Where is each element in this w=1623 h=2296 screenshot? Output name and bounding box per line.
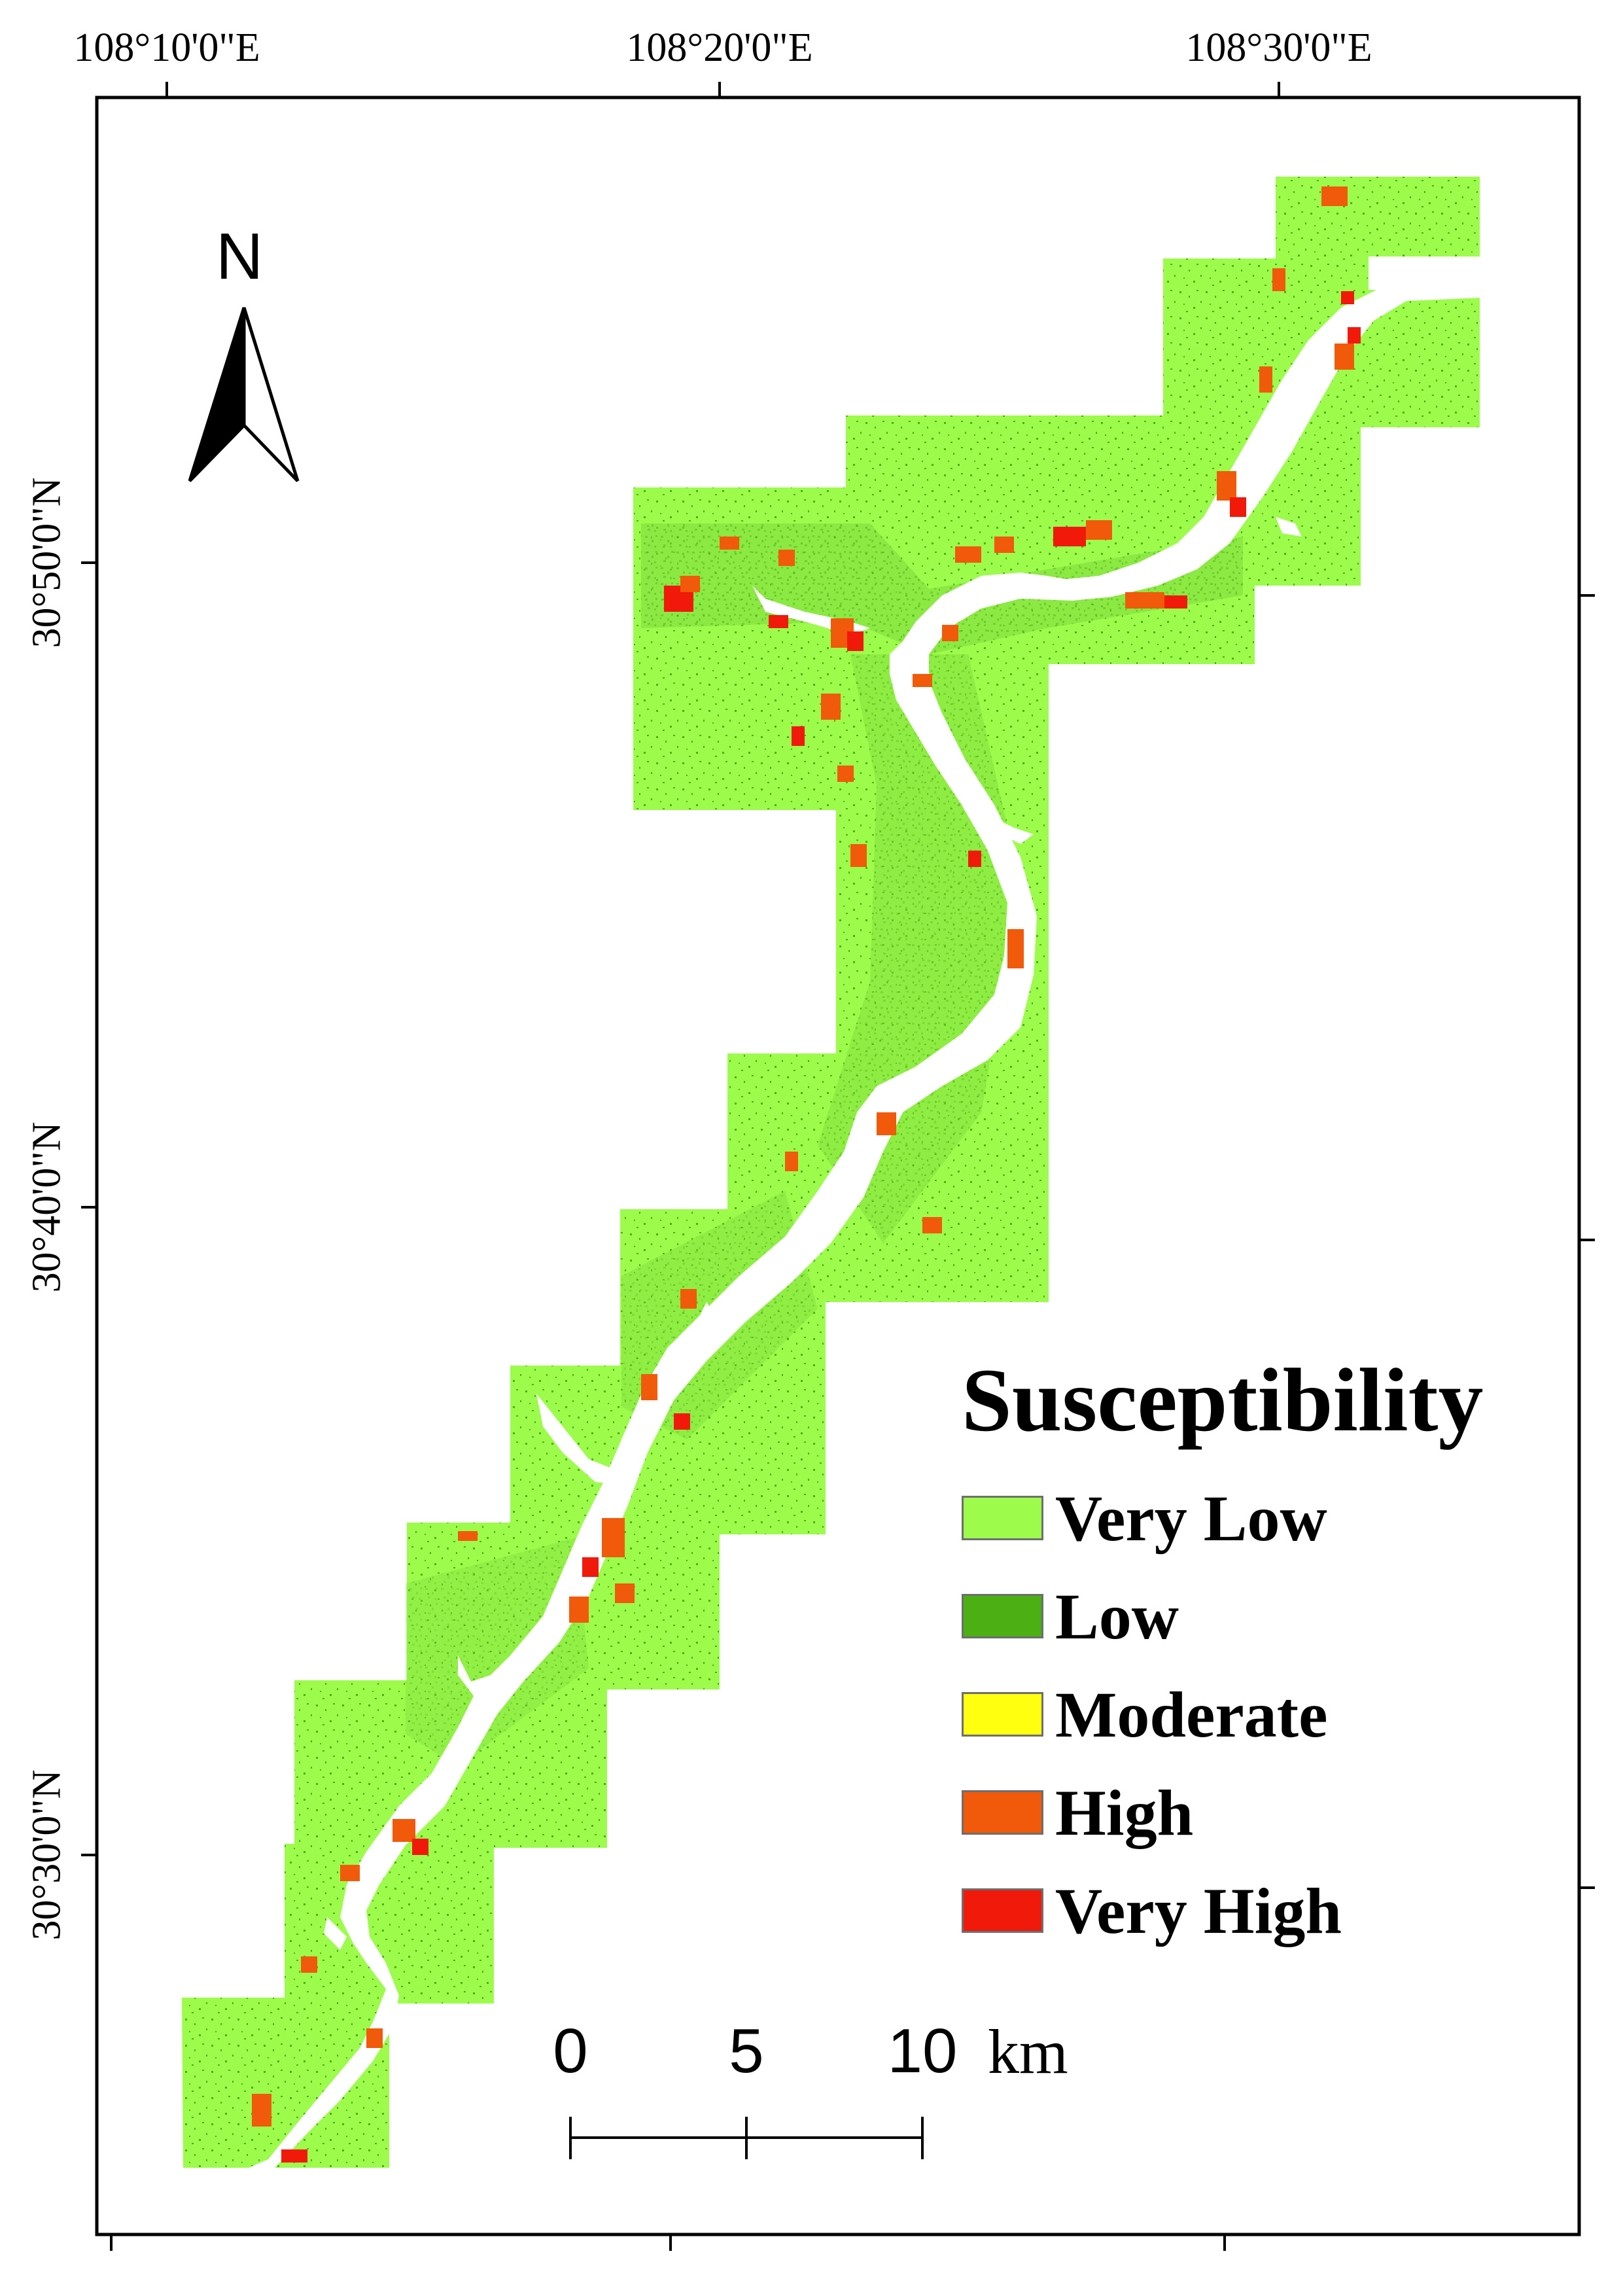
legend-item-low: Low: [962, 1580, 1179, 1653]
legend-label: Very High: [1055, 1874, 1342, 1947]
longitude-label-2: 108°20'0"E: [626, 26, 813, 70]
legend-label: Very Low: [1055, 1481, 1327, 1555]
scale-label-0: 0: [553, 2016, 588, 2086]
legend-item-moderate: Moderate: [962, 1678, 1327, 1751]
longitude-label-1: 108°10'0"E: [73, 26, 260, 70]
high-susceptibility-zones: [252, 186, 1361, 2163]
north-arrow-icon: [188, 307, 300, 482]
legend-item-high: High: [962, 1776, 1193, 1849]
scale-bar: [569, 2117, 924, 2159]
legend-swatch: [962, 1888, 1043, 1933]
legend-swatch: [962, 1496, 1043, 1540]
legend-swatch: [962, 1594, 1043, 1638]
legend-label: Low: [1055, 1580, 1179, 1653]
legend-item-very-low: Very Low: [962, 1482, 1327, 1555]
legend-item-very-high: Very High: [962, 1875, 1342, 1947]
scale-unit: km: [988, 2017, 1068, 2087]
map-frame: [95, 96, 1581, 2236]
north-label: N: [216, 220, 264, 293]
scale-label-10: 10: [887, 2016, 958, 2086]
legend-swatch: [962, 1790, 1043, 1835]
legend-title: Susceptibility: [962, 1350, 1484, 1450]
legend-label: High: [1055, 1776, 1194, 1849]
scale-label-5: 5: [729, 2016, 764, 2086]
graticule-ticks: [81, 82, 1595, 2251]
longitude-label-3: 108°30'0"E: [1185, 26, 1372, 70]
legend-label: Moderate: [1055, 1678, 1328, 1751]
legend-swatch: [962, 1692, 1043, 1737]
